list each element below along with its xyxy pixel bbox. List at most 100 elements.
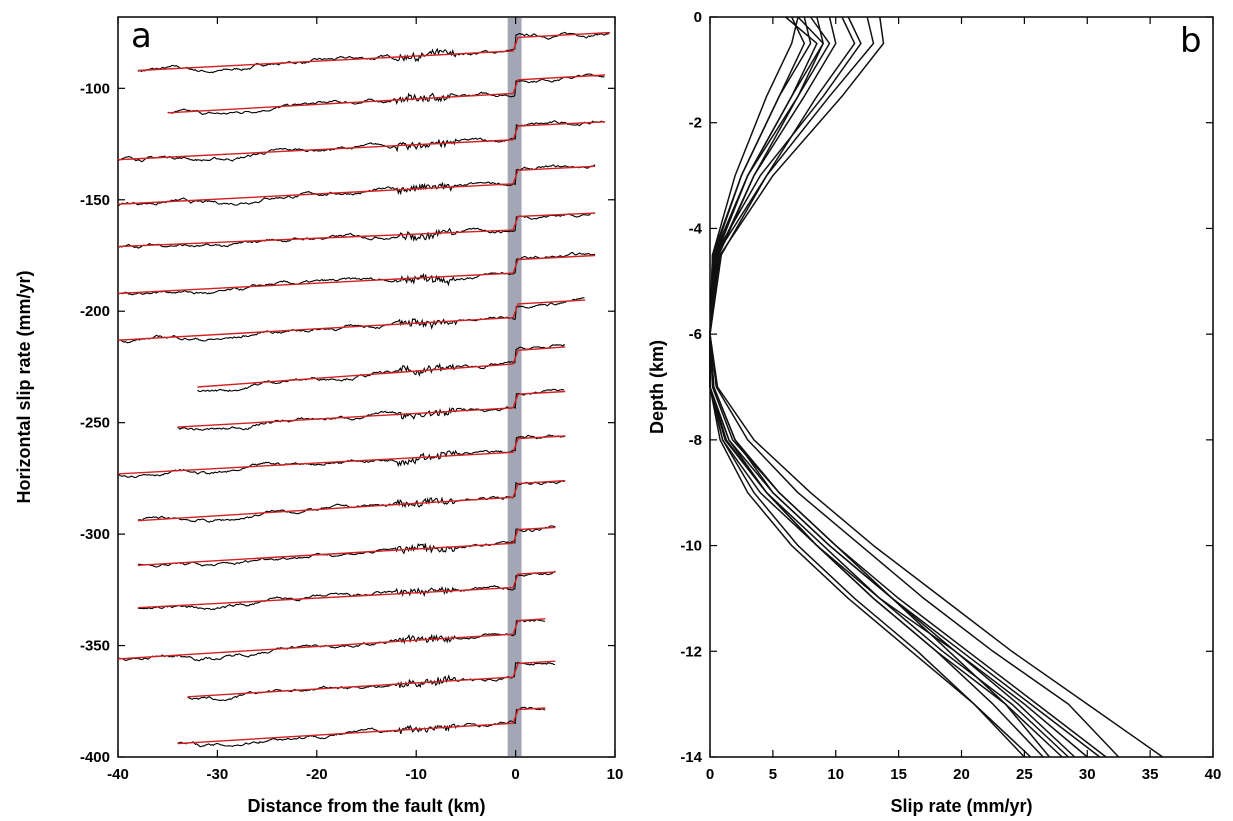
panel-b-xlabel: Slip rate (mm/yr) — [890, 796, 1032, 816]
panel-b: 0 5 10 15 20 25 30 35 40 0 -2 -4 -6 -8 -10 -12 -14 b Sli… — [647, 9, 1221, 816]
observed-profile-line — [118, 434, 566, 479]
x-tick-label: 30 — [1079, 766, 1096, 783]
observed-profile-line — [117, 618, 546, 662]
profile — [117, 212, 596, 249]
observed-profile-line — [137, 525, 556, 568]
x-tick-label: 5 — [769, 766, 777, 783]
y-tick-label: -100 — [80, 80, 110, 97]
profile — [197, 343, 566, 393]
panel-a-letter: a — [131, 16, 152, 56]
observed-profile-line — [117, 297, 585, 344]
slip-depth-profile-line — [709, 16, 1164, 758]
model-fit-line — [137, 31, 611, 72]
profile — [137, 525, 556, 568]
model-fit-line — [117, 212, 596, 248]
model-fit-line — [137, 479, 566, 522]
fault-zone-band — [507, 18, 522, 756]
model-fit-line — [137, 526, 556, 566]
y-tick-label: -400 — [80, 749, 110, 766]
y-tick-label: -14 — [680, 749, 702, 766]
panel-b-ylabel: Depth (km) — [647, 340, 667, 434]
model-fit-line — [117, 299, 586, 341]
model-fit-line — [117, 618, 546, 660]
profile — [117, 164, 596, 206]
x-tick-label: 10 — [827, 766, 844, 783]
model-fit-line — [117, 435, 566, 475]
y-tick-label: -350 — [80, 638, 110, 655]
y-tick-label: -12 — [680, 643, 702, 660]
panel-a-data — [117, 31, 611, 748]
y-tick-label: -10 — [680, 538, 702, 555]
observed-profile-line — [117, 212, 596, 249]
profile — [137, 31, 611, 74]
x-tick-label: -10 — [405, 766, 427, 783]
model-fit-line — [177, 707, 546, 745]
profile — [117, 434, 566, 479]
panel-a: -40 -30 -20 -10 0 10-400-350-300-250-200-150-… — [14, 16, 623, 816]
x-tick-label: 35 — [1142, 766, 1159, 783]
y-tick-label: -2 — [689, 115, 702, 132]
panel-a-ylabel: Horizontal slip rate (mm/yr) — [14, 270, 34, 503]
model-fit-line — [117, 121, 606, 161]
x-tick-label: -40 — [107, 766, 129, 783]
observed-profile-line — [177, 388, 565, 431]
y-tick-label: 0 — [694, 9, 702, 26]
y-tick-label: -150 — [80, 192, 110, 209]
profile — [137, 570, 556, 611]
model-fit-line — [167, 74, 606, 114]
y-tick-label: -250 — [80, 415, 110, 432]
slip-depth-profile-line — [709, 16, 1044, 758]
y-tick-label: -200 — [80, 303, 110, 320]
panel-b-data — [709, 16, 1164, 758]
x-tick-label: -20 — [306, 766, 328, 783]
observed-profile-line — [117, 164, 596, 206]
slip-depth-profile-line — [709, 16, 1025, 758]
profile — [177, 388, 566, 431]
observed-profile-line — [177, 706, 546, 748]
slip-depth-profile-line — [709, 16, 1107, 758]
model-fit-line — [187, 660, 556, 698]
panel-a-ticks: -40 -30 -20 -10 0 10-400-350-300-250-200-150-… — [80, 17, 623, 783]
profile — [117, 251, 596, 296]
model-fit-line — [137, 571, 556, 609]
y-tick-label: -8 — [689, 432, 702, 449]
x-tick-label: 15 — [890, 766, 907, 783]
x-tick-label: 0 — [511, 766, 519, 783]
slip-depth-profile-line — [709, 16, 1101, 758]
observed-profile-line — [137, 480, 566, 523]
y-tick-label: -4 — [689, 220, 703, 237]
x-tick-label: 25 — [1016, 766, 1033, 783]
profile — [117, 297, 586, 344]
slip-depth-profile-line — [709, 16, 1088, 758]
model-fit-line — [197, 346, 566, 388]
x-tick-label: 20 — [953, 766, 970, 783]
x-tick-label: -30 — [207, 766, 229, 783]
observed-profile-line — [137, 570, 556, 611]
profile — [167, 73, 606, 115]
observed-profile-line — [187, 661, 555, 702]
model-fit-line — [177, 390, 566, 428]
observed-profile-line — [167, 73, 605, 115]
x-tick-label: 10 — [607, 766, 624, 783]
slip-depth-profile-line — [709, 16, 1120, 758]
profile — [187, 660, 556, 702]
slip-depth-profile-line — [709, 16, 1051, 758]
profile — [137, 479, 566, 523]
fault-zone-rect — [507, 18, 522, 756]
profile — [177, 706, 546, 748]
x-tick-label: 0 — [706, 766, 714, 783]
profile — [117, 120, 606, 163]
observed-profile-line — [117, 251, 596, 296]
panel-a-xlabel: Distance from the fault (km) — [247, 796, 485, 816]
slip-depth-profile-line — [709, 16, 1032, 758]
panel-a-frame — [117, 16, 616, 758]
model-fit-line — [117, 254, 596, 295]
model-fit-line — [117, 165, 596, 205]
y-tick-label: -6 — [689, 326, 702, 343]
y-tick-label: -300 — [80, 526, 110, 543]
slip-depth-profile-line — [709, 16, 1063, 758]
panel-b-letter: b — [1180, 21, 1202, 61]
panel-b-ticks: 0 5 10 15 20 25 30 35 40 0 -2 -4 -6 -8 -10 -12 -14 — [680, 9, 1221, 783]
observed-profile-line — [197, 343, 565, 393]
